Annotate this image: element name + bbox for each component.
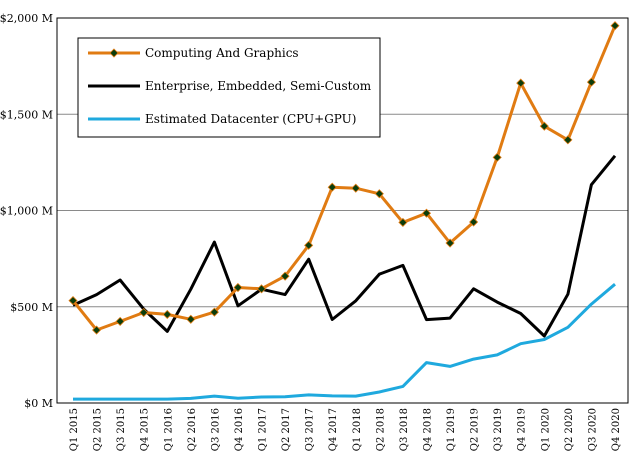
data-point-marker [445, 238, 455, 248]
x-tick-label: Q1 2016 [163, 408, 174, 451]
x-tick-label: Q2 2015 [93, 408, 104, 451]
data-point-marker [139, 307, 149, 318]
data-point-marker [115, 316, 125, 326]
legend-marker [109, 48, 119, 58]
y-tick-label: $0 M [24, 397, 53, 410]
data-point-marker [162, 309, 172, 320]
data-point-marker [563, 135, 573, 145]
x-tick-label: Q1 2015 [69, 408, 80, 451]
x-tick-label: Q3 2018 [399, 408, 410, 451]
x-tick-label: Q3 2019 [493, 408, 504, 451]
y-tick-label: $1,000 M [0, 205, 53, 218]
y-tick-label: $2,000 M [0, 12, 53, 25]
data-point-marker [539, 121, 549, 131]
data-point-marker [209, 307, 219, 317]
x-tick-label: Q3 2015 [116, 408, 127, 451]
x-tick-label: Q4 2019 [517, 408, 528, 451]
data-point-marker [586, 77, 597, 87]
data-point-marker [421, 208, 432, 218]
x-tick-label: Q4 2017 [328, 408, 339, 451]
x-tick-label: Q2 2016 [187, 408, 198, 451]
data-point-marker [68, 296, 78, 306]
y-axis-ticks: $0 M $500 M $1,000 M $1,500 M $2,000 M [0, 12, 53, 410]
x-tick-label: Q3 2016 [210, 408, 221, 451]
x-tick-label: Q1 2018 [352, 408, 363, 451]
x-tick-label: Q3 2020 [587, 408, 598, 451]
x-tick-label: Q2 2017 [281, 408, 292, 451]
plot-area-border [56, 17, 629, 404]
x-tick-label: Q1 2019 [446, 408, 457, 451]
data-point-marker [91, 325, 102, 335]
legend-label: Computing And Graphics [145, 46, 299, 60]
x-tick-label: Q3 2017 [305, 408, 316, 451]
legend-label: Enterprise, Embedded, Semi-Custom [145, 79, 372, 93]
data-point-marker [516, 78, 526, 88]
data-point-marker [280, 271, 290, 281]
x-tick-label: Q2 2018 [375, 408, 386, 451]
data-point-marker [233, 282, 243, 293]
y-tick-label: $500 M [10, 301, 53, 314]
series-line-estimated-datacenter-cpu-gpu [73, 283, 616, 401]
x-tick-label: Q2 2020 [564, 408, 575, 451]
x-tick-label: Q1 2017 [258, 408, 269, 451]
data-point-marker [374, 189, 384, 199]
x-tick-label: Q4 2020 [611, 408, 622, 451]
x-tick-label: Q4 2015 [140, 408, 151, 451]
data-point-marker [610, 21, 620, 31]
series-line-enterprise-embedded-semi-custom [72, 154, 617, 338]
data-point-marker [492, 152, 502, 162]
legend: Computing And Graphics Enterprise, Embedd… [77, 37, 381, 138]
data-point-marker [469, 217, 479, 227]
x-tick-label: Q4 2018 [422, 408, 433, 451]
series-markers [68, 21, 620, 335]
data-point-marker [398, 217, 408, 228]
x-tick-label: Q1 2020 [540, 408, 551, 451]
x-tick-label: Q4 2016 [234, 408, 245, 451]
data-point-marker [256, 284, 267, 294]
x-tick-label: Q2 2019 [470, 408, 481, 451]
data-point-marker [186, 314, 196, 324]
data-point-marker [327, 182, 337, 192]
data-point-marker [351, 183, 361, 193]
y-tick-label: $1,500 M [0, 108, 53, 121]
data-point-marker [304, 240, 314, 250]
legend-label: Estimated Datacenter (CPU+GPU) [145, 112, 356, 126]
x-axis-ticks: Q1 2015 Q2 2015 Q3 2015 Q4 2015 Q1 2016 Q2 20… [69, 408, 622, 451]
